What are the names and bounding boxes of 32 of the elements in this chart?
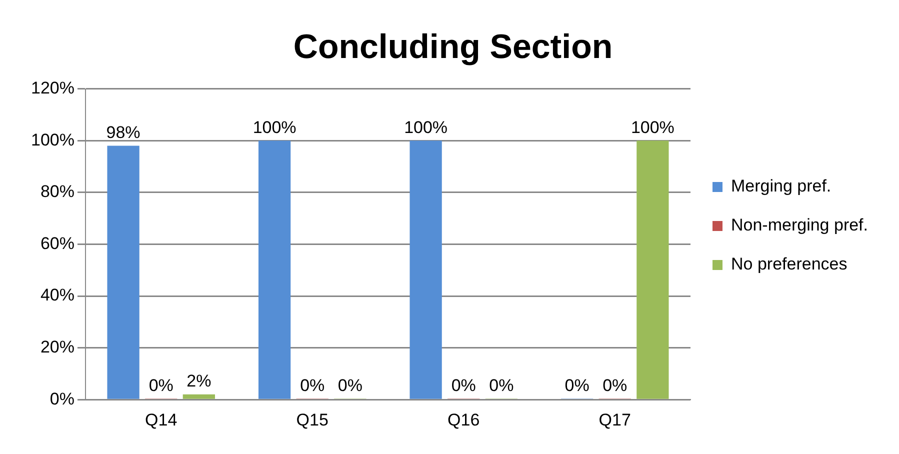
legend-label: Non-merging pref. bbox=[730, 216, 868, 235]
data-label: 0% bbox=[338, 376, 362, 395]
data-label: 2% bbox=[186, 372, 212, 391]
data-label: 0% bbox=[300, 376, 325, 395]
data-label: 0% bbox=[148, 376, 174, 395]
y-tick-label: 80% bbox=[40, 182, 74, 202]
legend-label: Merging pref. bbox=[730, 176, 832, 196]
data-label: 100% bbox=[630, 118, 674, 137]
y-tick-label: 100% bbox=[30, 130, 74, 150]
x-tick-label: Q15 bbox=[296, 410, 328, 430]
bar bbox=[410, 140, 442, 399]
data-label: 0% bbox=[564, 376, 590, 395]
legend-label: No preferences bbox=[730, 254, 848, 274]
data-label: 0% bbox=[602, 376, 628, 395]
x-tick-label: Q14 bbox=[145, 410, 178, 430]
y-tick-label: 40% bbox=[40, 286, 74, 305]
data-label: 100% bbox=[404, 118, 448, 137]
data-label: 100% bbox=[252, 118, 296, 137]
data-label: 0% bbox=[489, 376, 514, 395]
bar bbox=[636, 140, 669, 399]
bar bbox=[258, 140, 291, 399]
x-tick-label: Q17 bbox=[598, 410, 631, 430]
data-label: 98% bbox=[106, 122, 140, 142]
x-tick-label: Q16 bbox=[448, 410, 480, 430]
bar bbox=[182, 394, 215, 399]
chart-title: Concluding Section bbox=[293, 28, 613, 66]
data-label: 0% bbox=[451, 376, 476, 395]
y-tick-label: 20% bbox=[40, 337, 74, 356]
bar bbox=[107, 146, 140, 399]
y-tick-label: 0% bbox=[50, 389, 74, 408]
y-tick-label: 60% bbox=[40, 234, 74, 253]
y-tick-label: 120% bbox=[30, 78, 74, 98]
